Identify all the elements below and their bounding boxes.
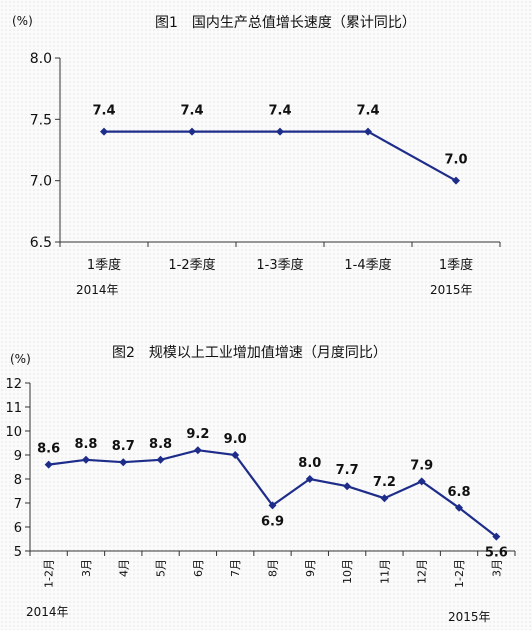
data-point: [417, 477, 426, 486]
data-label: 9.0: [224, 432, 247, 447]
series-line: [104, 130, 457, 182]
x-category-label: 6月: [192, 559, 205, 577]
data-point: [364, 127, 372, 136]
x-category-label: 5月: [155, 559, 168, 577]
x-category-label: 11月: [378, 559, 391, 584]
data-label: 7.4: [92, 104, 115, 119]
data-label: 8.0: [298, 456, 321, 471]
data-label: 7.4: [268, 104, 291, 119]
x-category-label: 8月: [267, 559, 280, 577]
data-point: [455, 503, 464, 512]
y-tick-label: 11: [5, 401, 22, 416]
x-category-label: 3月: [80, 559, 93, 577]
chart1-year-start: 2014年: [76, 283, 119, 297]
data-point: [305, 475, 314, 483]
data-label: 7.4: [180, 104, 203, 119]
data-point: [44, 460, 53, 469]
data-label: 5.6: [485, 546, 508, 561]
data-point: [231, 451, 240, 459]
data-label: 7.7: [336, 463, 359, 478]
y-tick-label: 8: [14, 473, 22, 488]
data-point: [156, 455, 165, 464]
chart1-year-end: 2015年: [430, 283, 473, 297]
chart2-marks: 8.6 8.8 8.7 8.8 9.2 9.0 6.9 8.0 7.7 7.2 7.9 6.8 5.6: [37, 427, 508, 560]
chart2-title: 图2 规模以上工业增加值增速（月度同比）: [112, 345, 387, 361]
data-point: [380, 494, 389, 503]
y-tick-label: 7.0: [30, 174, 52, 190]
data-label: 8.8: [149, 437, 172, 452]
data-point: [276, 127, 284, 136]
data-point: [452, 176, 460, 185]
chart1-title: 图1 国内生产总值增长速度（累计同比）: [155, 15, 416, 31]
data-point: [188, 127, 196, 136]
chart2-year-end: 2015年: [448, 610, 491, 624]
chart2-unit-label: (%): [10, 352, 31, 366]
y-tick-label: 7: [14, 497, 22, 512]
y-tick-label: 9: [14, 449, 22, 464]
data-label: 7.2: [373, 475, 396, 490]
y-tick-label: 5: [14, 545, 22, 560]
data-label: 9.2: [186, 427, 209, 442]
y-tick-label: 8.0: [30, 51, 52, 67]
chart1-marks: 7.4 7.4 7.4 7.4 7.0: [92, 104, 468, 185]
chart1: 图1 国内生产总值增长速度（累计同比） (%) 2014年 2015年 6.5 7…: [12, 14, 501, 297]
x-category-label: 10月: [341, 559, 354, 584]
data-point: [100, 127, 108, 136]
y-tick-label: 12: [5, 377, 22, 392]
y-tick-label: 6: [14, 521, 22, 536]
x-category-label: 1-2月: [453, 559, 466, 588]
data-point: [119, 458, 128, 467]
data-point: [81, 455, 90, 464]
x-category-label: 7月: [229, 559, 242, 577]
chart2-axes: 5 6 7 8 9 10 11 12 1-2月 3月 4月 5月 6月 7月 8月 9月 10月 11月 12月 1-…: [5, 377, 516, 588]
data-label: 7.4: [356, 104, 379, 119]
data-label: 7.9: [410, 458, 433, 473]
chart2-year-start: 2014年: [26, 605, 69, 619]
data-label: 8.6: [37, 442, 60, 457]
data-label: 6.9: [261, 514, 284, 529]
y-tick-label: 7.5: [30, 112, 52, 128]
x-category-label: 12月: [416, 559, 429, 584]
x-category-label: 1季度: [439, 257, 473, 273]
y-tick-label: 6.5: [30, 235, 52, 251]
data-label: 8.8: [74, 437, 97, 452]
data-point: [193, 446, 202, 455]
data-label: 8.7: [112, 439, 135, 454]
chart1-unit-label: (%): [12, 14, 33, 28]
data-label: 6.8: [448, 485, 471, 500]
x-category-label: 9月: [304, 559, 317, 577]
chart1-axes: 6.5 7.0 7.5 8.0 1季度 1-2季度 1-3季度 1-4季度 1季度: [30, 51, 501, 273]
x-category-label: 3月: [490, 559, 503, 577]
data-point: [343, 482, 352, 491]
x-category-label: 1-4季度: [344, 257, 391, 273]
data-point: [492, 532, 501, 541]
y-tick-label: 10: [5, 425, 22, 440]
x-category-label: 1季度: [87, 257, 121, 273]
x-category-label: 1-2月: [43, 559, 56, 588]
x-category-label: 1-3季度: [256, 257, 303, 273]
chart2: 图2 规模以上工业增加值增速（月度同比） (%) 2014年 2015年 5 6 7…: [5, 345, 516, 624]
data-label: 7.0: [444, 153, 467, 168]
x-category-label: 1-2季度: [168, 257, 215, 273]
data-point: [268, 501, 277, 510]
x-category-label: 4月: [117, 559, 130, 577]
